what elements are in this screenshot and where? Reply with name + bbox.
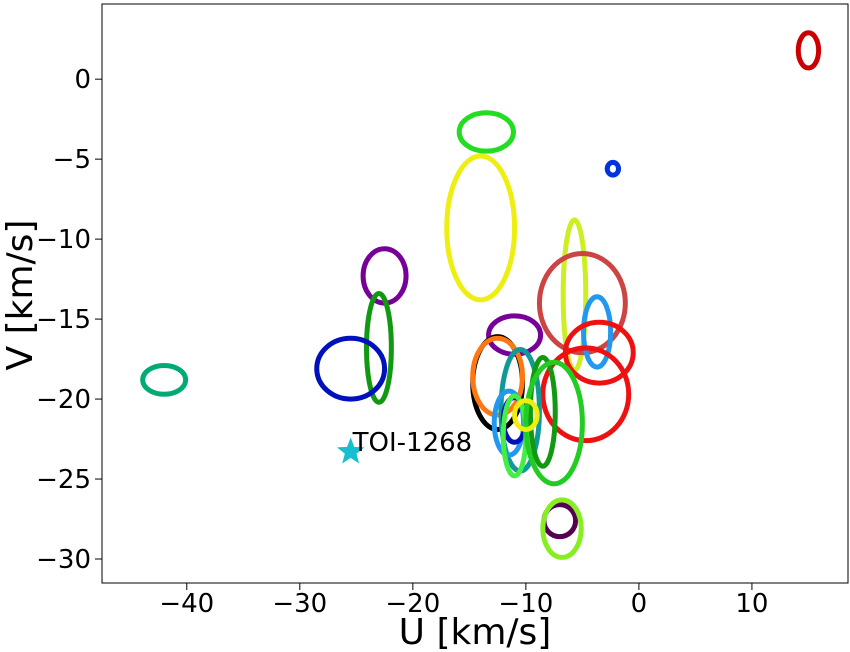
y-tick-label: −25	[36, 465, 91, 495]
velocity-ellipse-2	[604, 159, 622, 178]
velocity-ellipse-1	[795, 30, 822, 71]
velocity-ellipse-22	[523, 359, 585, 487]
velocity-ellipse-8	[140, 362, 189, 397]
y-tick-label: 0	[74, 65, 91, 95]
y-tick-label: −20	[36, 385, 91, 415]
velocity-ellipse-23	[512, 398, 540, 432]
x-axis-ticks: −40 −30 −20 −10 0 10	[159, 583, 768, 619]
target-marker-group: TOI-1268	[336, 428, 473, 464]
velocity-ellipse-10	[536, 251, 628, 356]
x-tick-label: −30	[272, 589, 327, 619]
velocity-ellipse-3	[456, 110, 516, 154]
y-tick-label: −30	[36, 545, 91, 575]
velocity-ellipse-25	[540, 497, 584, 560]
x-axis-title: U [km/s]	[399, 612, 552, 652]
toi-1268-label: TOI-1268	[352, 428, 473, 458]
y-axis-ticks: 0 −5 −10 −15 −20 −25 −30	[36, 65, 102, 575]
y-tick-label: −5	[53, 145, 91, 175]
velocity-ellipse-7	[314, 335, 388, 402]
velocity-ellipse-11	[581, 294, 614, 370]
y-tick-label: −10	[36, 225, 91, 255]
velocity-ellipse-21	[527, 354, 558, 469]
plot-frame	[101, 3, 849, 584]
velocity-ellipse-13	[540, 345, 632, 444]
velocity-ellipse-16	[470, 335, 525, 418]
x-tick-label: 10	[735, 589, 768, 619]
velocity-ellipse-6	[363, 291, 394, 405]
x-tick-label: −20	[385, 589, 440, 619]
y-tick-label: −15	[36, 305, 91, 335]
velocity-ellipse-4	[444, 153, 518, 303]
x-tick-label: −40	[159, 589, 214, 619]
toi-1268-star-marker	[336, 437, 365, 464]
x-tick-label: −10	[498, 589, 553, 619]
ellipse-marks	[140, 30, 822, 560]
x-tick-label: 0	[631, 589, 648, 619]
y-axis-title: V [km/s]	[0, 220, 41, 371]
